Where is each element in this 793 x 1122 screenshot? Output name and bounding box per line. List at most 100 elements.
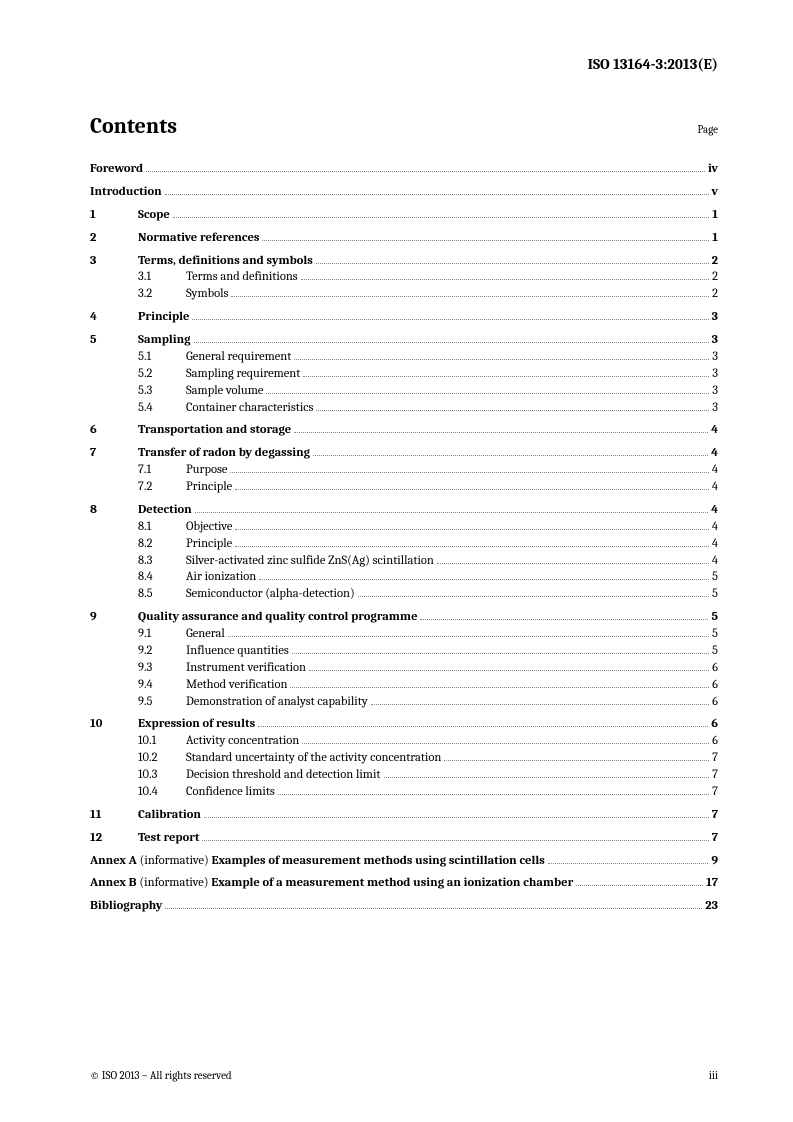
toc-entry-title: Introduction [90,184,162,201]
toc-subentry-page: 6 [712,660,718,677]
toc-subentry-page: 7 [712,767,718,784]
toc-subentry-number: 10.1 [138,733,186,750]
toc-subentry-number: 7.1 [138,462,186,479]
toc-entry-number: 9 [90,609,138,626]
footer: © ISO 2013 – All rights reserved iii [90,1069,718,1082]
contents-title: Contents [90,113,177,139]
toc-leader-dots [437,563,709,564]
toc-subentry-page: 5 [712,569,718,586]
toc-entry-title: Test report [138,830,199,847]
toc-entry-number: 8 [90,502,138,519]
toc-leader-dots [235,529,708,530]
toc-subentry-number: 9.1 [138,626,186,643]
toc-entry-number: 6 [90,422,138,439]
toc-subentry-page: 5 [712,626,718,643]
toc-leader-dots [444,760,709,761]
toc-subentry-page: 5 [712,586,718,603]
toc-entry-number: 5 [90,332,138,349]
toc-entry-title: Expression of results [138,716,255,733]
toc-subentry-title: General [186,626,225,643]
toc-subentry-title: Decision threshold and detection limit [186,767,381,784]
toc-subentry: 8.4Air ionization5 [90,569,718,586]
toc-subentry-number: 9.4 [138,677,186,694]
toc-leader-dots [302,743,709,744]
toc-entry: 3Terms, definitions and symbols2 [90,253,718,270]
toc-subentry-number: 9.5 [138,694,186,711]
toc-subentry-title: Confidence limits [186,784,275,801]
toc-annex-entry: Annex B (informative) Example of a measu… [90,875,718,892]
toc-leader-dots [548,863,709,864]
toc-leader-dots [384,777,710,778]
toc-entry: 4Principle3 [90,309,718,326]
toc-subentry-number: 8.2 [138,536,186,553]
table-of-contents: ForewordivIntroductionv1Scope12Normative… [90,161,718,915]
toc-leader-dots [258,726,708,727]
toc-entry-page: iv [708,161,718,178]
toc-entry-number: 11 [90,807,138,824]
toc-entry: 12Test report7 [90,830,718,847]
toc-leader-dots [195,512,708,513]
toc-entry-page: 3 [712,332,718,349]
toc-subentry: 3.2Symbols2 [90,286,718,303]
toc-subentry: 8.3Silver-activated zinc sulfide ZnS(Ag)… [90,553,718,570]
toc-subentry: 10.2Standard uncertainty of the activity… [90,750,718,767]
toc-entry: 9Quality assurance and quality control p… [90,609,718,626]
toc-annex-page: 17 [706,875,718,892]
toc-subentry-page: 3 [712,366,718,383]
toc-subentry-page: 3 [712,383,718,400]
toc-leader-dots [358,596,709,597]
toc-subentry-number: 5.2 [138,366,186,383]
toc-leader-dots [192,319,708,320]
toc-subentry-number: 8.1 [138,519,186,536]
toc-entry-title: Detection [138,502,192,519]
doc-id: ISO 13164-3:2013(E) [90,55,718,73]
toc-annex-title: Annex A (informative) Examples of measur… [90,853,545,870]
toc-leader-dots [165,194,709,195]
toc-leader-dots [420,619,708,620]
toc-subentry-page: 7 [712,784,718,801]
toc-subentry: 7.1Purpose4 [90,462,718,479]
toc-leader-dots [235,489,709,490]
toc-subentry-title: Sample volume [186,383,263,400]
toc-entry-page: 4 [711,422,718,439]
toc-subentry-number: 5.1 [138,349,186,366]
toc-entry-title: Principle [138,309,189,326]
toc-subentry-title: Standard uncertainty of the activity con… [186,750,441,767]
toc-entry-number: 7 [90,445,138,462]
toc-subentry-title: Terms and definitions [186,269,298,286]
page: ISO 13164-3:2013(E) Contents Page Forewo… [0,0,793,1122]
toc-leader-dots [146,171,705,172]
toc-subentry-number: 5.3 [138,383,186,400]
toc-leader-dots [294,359,709,360]
toc-entry-page: 3 [712,309,718,326]
toc-entry: Forewordiv [90,161,718,178]
toc-entry-number: 12 [90,830,138,847]
toc-leader-dots [301,279,709,280]
toc-subentry: 10.4Confidence limits7 [90,784,718,801]
toc-entry-title: Scope [138,207,170,224]
toc-subentry: 5.3Sample volume 3 [90,383,718,400]
toc-annex-entry: Annex A (informative) Examples of measur… [90,853,718,870]
toc-leader-dots [316,410,709,411]
toc-annex-title: Annex B (informative) Example of a measu… [90,875,573,892]
toc-subentry-number: 3.2 [138,286,186,303]
toc-subentry: 8.5Semiconductor (alpha-detection)5 [90,586,718,603]
toc-entry-title: Calibration [138,807,201,824]
toc-subentry: 9.3Instrument verification6 [90,660,718,677]
toc-entry-title: Sampling [138,332,191,349]
toc-entry-page: v [712,184,719,201]
toc-entry: 8Detection4 [90,502,718,519]
toc-subentry-title: Instrument verification [186,660,306,677]
page-column-label: Page [697,123,718,136]
toc-subentry: 9.1General 5 [90,626,718,643]
toc-leader-dots [292,653,709,654]
toc-subentry-number: 9.2 [138,643,186,660]
toc-leader-dots [371,704,709,705]
toc-leader-dots [266,393,709,394]
toc-leader-dots [290,687,709,688]
toc-subentry: 8.1Objective4 [90,519,718,536]
toc-subentry-title: Principle [186,479,232,496]
toc-subentry-page: 6 [712,733,718,750]
toc-subentry-page: 2 [712,269,718,286]
toc-subentry: 9.5Demonstration of analyst capability6 [90,694,718,711]
